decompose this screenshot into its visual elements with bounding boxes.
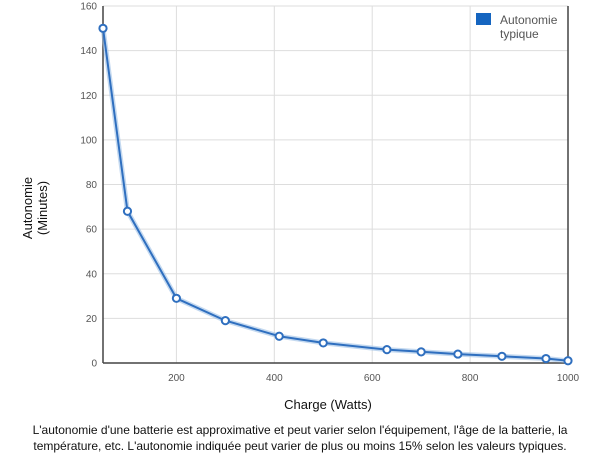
data-point bbox=[497, 351, 507, 361]
y-tick-label: 100 bbox=[80, 135, 97, 146]
data-point bbox=[563, 356, 573, 366]
y-axis-title-line: Autonomie bbox=[20, 177, 35, 239]
legend-label-line: typique bbox=[500, 27, 539, 41]
footnote: L'autonomie d'une batterie est approxima… bbox=[32, 423, 568, 453]
y-axis-title: Autonomie(Minutes) bbox=[20, 177, 50, 239]
data-point bbox=[541, 353, 551, 364]
data-point bbox=[220, 316, 230, 326]
data-point bbox=[416, 347, 426, 357]
x-tick-label: 200 bbox=[168, 373, 185, 384]
axis-titles: Autonomie(Minutes) Charge (Watts) bbox=[20, 177, 372, 412]
legend-label: Autonomie typique bbox=[500, 13, 558, 41]
legend-swatch bbox=[476, 13, 491, 25]
axes bbox=[102, 6, 569, 364]
data-point bbox=[122, 206, 133, 216]
y-tick-label: 140 bbox=[80, 46, 97, 57]
data-point bbox=[382, 345, 392, 355]
data-series bbox=[100, 27, 569, 364]
x-tick-label: 800 bbox=[462, 373, 479, 384]
y-tick-label: 160 bbox=[80, 2, 97, 13]
series-line bbox=[102, 28, 569, 362]
y-tick-label: 120 bbox=[80, 91, 97, 102]
data-point bbox=[318, 338, 328, 348]
y-axis-title-line: (Minutes) bbox=[35, 181, 50, 235]
x-axis-title: Charge (Watts) bbox=[284, 397, 372, 412]
x-tick-label: 400 bbox=[266, 373, 283, 384]
tick-labels: 0 20 40 60 80 100 120 140 160 200 400 600 800 1000 bbox=[80, 2, 579, 385]
data-point bbox=[453, 349, 463, 359]
battery-runtime-chart: 0 20 40 60 80 100 120 140 160 200 400 600 800 1000 Au… bbox=[20, 1, 580, 412]
y-tick-label: 80 bbox=[86, 180, 98, 191]
data-point bbox=[274, 331, 284, 341]
data-point bbox=[98, 23, 108, 33]
y-tick-label: 60 bbox=[86, 225, 98, 236]
data-point bbox=[171, 293, 182, 303]
legend: Autonomie typique bbox=[476, 13, 558, 41]
y-tick-label: 0 bbox=[91, 359, 97, 370]
y-tick-label: 40 bbox=[86, 269, 98, 280]
x-tick-label: 600 bbox=[364, 373, 381, 384]
data-points bbox=[98, 23, 573, 366]
x-tick-label: 1000 bbox=[557, 373, 580, 384]
y-tick-label: 20 bbox=[86, 314, 98, 325]
grid bbox=[103, 5, 569, 364]
legend-label-line: Autonomie bbox=[500, 13, 558, 27]
